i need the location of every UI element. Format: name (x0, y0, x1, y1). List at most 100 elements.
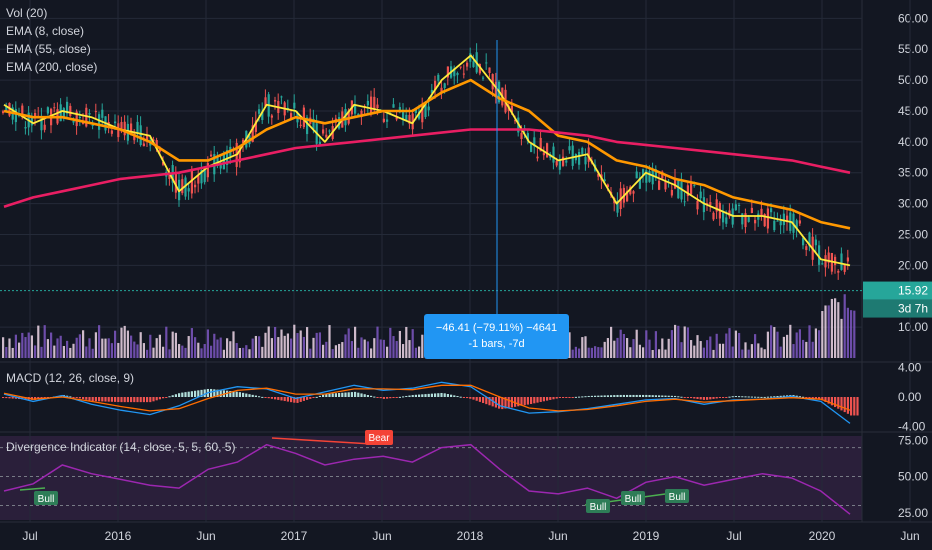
volume-bar (194, 337, 197, 358)
candle-body (251, 125, 254, 142)
volume-bar (187, 336, 190, 358)
macd-hist-bar (702, 397, 705, 400)
candle-body (715, 199, 718, 212)
price-tick-label: 50.00 (898, 73, 928, 87)
macd-hist-bar (104, 397, 107, 402)
macd-hist-bar (533, 397, 536, 404)
candle-body (136, 121, 139, 134)
volume-bar (82, 330, 85, 358)
candle-body (642, 169, 645, 177)
candle-body (210, 154, 213, 157)
volume-bar (50, 332, 53, 358)
volume-bar (571, 349, 574, 358)
macd-hist-bar (232, 391, 235, 397)
volume-bar (232, 331, 235, 358)
candle-body (66, 101, 69, 114)
candle-body (581, 147, 584, 155)
volume-bar (136, 344, 139, 358)
macd-hist-bar (818, 397, 821, 400)
candle-body (5, 105, 8, 112)
candle-body (62, 108, 65, 119)
macd-hist-bar (568, 397, 571, 398)
macd-hist-bar (677, 396, 680, 398)
time-tick-label: Jun (900, 529, 919, 543)
macd-hist-bar (194, 390, 197, 397)
candle-body (395, 116, 398, 120)
bull-label-badge (621, 491, 645, 505)
last-price-badge (863, 281, 932, 300)
volume-bar (770, 325, 773, 358)
candle-body (462, 73, 465, 75)
volume-bar (402, 344, 405, 358)
candle-body (187, 188, 190, 192)
volume-bar (802, 339, 805, 358)
macd-hist-bar (8, 397, 11, 399)
candle-body (456, 72, 459, 76)
volume-bar (27, 332, 30, 358)
macd-legend: MACD (12, 26, close, 9) (6, 371, 135, 385)
candle-body (98, 114, 101, 130)
macd-hist-bar (469, 397, 472, 399)
candle-body (520, 132, 523, 139)
macd-hist-bar (386, 397, 389, 399)
macd-hist-bar (734, 396, 737, 398)
macd-hist-bar (827, 397, 830, 404)
macd-hist-bar (747, 396, 750, 398)
volume-bar (181, 345, 184, 358)
volume-bar (53, 345, 56, 358)
volume-bar (389, 327, 392, 358)
candle-body (238, 147, 241, 163)
volume-bar (158, 334, 161, 358)
macd-hist-bar (133, 397, 136, 403)
volume-bar (699, 341, 702, 358)
candle-body (459, 66, 462, 68)
volume-bar (738, 332, 741, 358)
legend-vol: Vol (20) (6, 6, 48, 20)
volume-bar (46, 339, 49, 358)
price-tick-label: 25.00 (898, 227, 928, 241)
candle-body (242, 139, 245, 144)
candle-body (770, 208, 773, 213)
volume-bar (795, 332, 798, 358)
macd-hist-bar (654, 395, 657, 397)
candle-body (821, 263, 824, 265)
macd-hist-bar (347, 392, 350, 397)
volume-bar (142, 343, 145, 358)
macd-hist-bar (776, 396, 779, 398)
candle-body (382, 118, 385, 122)
macd-hist-bar (117, 397, 120, 403)
macd-hist-bar (472, 397, 475, 400)
volume-bar (840, 318, 843, 358)
macd-hist-bar (389, 397, 392, 399)
macd-hist-bar (302, 397, 305, 401)
time-tick-label: Jun (548, 529, 567, 543)
candle-body (21, 105, 24, 115)
macd-hist-bar (402, 396, 405, 398)
volume-bar (168, 349, 171, 358)
macd-hist-bar (536, 397, 539, 403)
candle-body (82, 122, 85, 124)
candle-body (514, 120, 517, 122)
macd-hist-bar (754, 396, 757, 398)
macd-hist-bar (485, 397, 488, 405)
volume-bar (597, 347, 600, 358)
macd-hist-bar (722, 397, 725, 398)
volume-bar (334, 345, 337, 358)
macd-hist-bar (91, 397, 94, 402)
candle-body (440, 87, 443, 92)
macd-hist-bar (635, 394, 638, 397)
macd-tick-label: 4.00 (898, 361, 922, 375)
volume-bar (258, 336, 261, 358)
candle-body (155, 140, 158, 147)
volume-bar (600, 347, 603, 358)
candle-body (584, 156, 587, 165)
candle-body (437, 74, 440, 81)
candle-body (168, 172, 171, 179)
price-tick-label: 45.00 (898, 104, 928, 118)
volume-bar (619, 329, 622, 358)
macd-hist-bar (696, 397, 699, 399)
macd-hist-bar (587, 395, 590, 397)
candle-body (536, 156, 539, 159)
